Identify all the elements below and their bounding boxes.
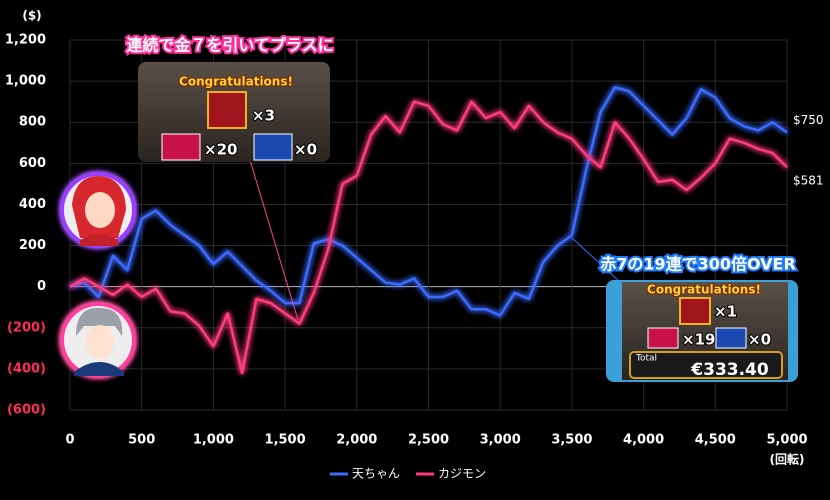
inset-multiplier: ×19 xyxy=(682,331,715,349)
y-tick-label: 0 xyxy=(37,279,46,294)
x-tick-label: 2,500 xyxy=(408,433,449,448)
series-line xyxy=(69,86,788,317)
x-tick-label: 3,000 xyxy=(480,433,521,448)
annotation-pointer xyxy=(249,159,299,321)
annotation-pointer xyxy=(571,237,621,283)
annotation: 赤7の19連で300倍OVER xyxy=(600,255,796,274)
inset-total-label: Total xyxy=(635,354,657,364)
inset-multiplier: ×3 xyxy=(252,107,275,125)
y-tick-label: (600) xyxy=(7,403,46,418)
annotation: 連続で金７を引いてプラスに xyxy=(126,36,333,55)
x-tick-label: 3,500 xyxy=(551,433,592,448)
x-tick-label: 500 xyxy=(128,433,155,448)
inset-screenshot: Congratulations! ×3 ×20 ×0 xyxy=(138,62,330,321)
inset-multiplier: ×1 xyxy=(714,303,737,321)
legend-label: 天ちゃん xyxy=(352,467,400,481)
end-label: $581 xyxy=(793,174,824,188)
y-tick-label: 600 xyxy=(19,156,46,171)
inset-multiplier: ×20 xyxy=(204,141,237,159)
x-tick-label: 1,500 xyxy=(265,433,306,448)
inset-multiplier: ×0 xyxy=(294,141,317,159)
y-tick-label: (400) xyxy=(7,361,46,376)
y-axis-label: ($) xyxy=(22,9,41,23)
inset-title: Congratulations! xyxy=(179,75,293,89)
series-line xyxy=(69,100,788,375)
inset-title: Congratulations! xyxy=(647,283,761,297)
inset-screenshot: Congratulations! ×1 ×19 ×0 Total €333.40 xyxy=(571,237,798,382)
x-tick-label: 2,000 xyxy=(336,433,377,448)
y-tick-label: 1,200 xyxy=(5,33,46,48)
end-label: $750 xyxy=(793,113,824,127)
x-tick-label: 5,000 xyxy=(766,433,807,448)
y-tick-label: 1,000 xyxy=(5,74,46,89)
x-tick-label: 1,000 xyxy=(193,433,234,448)
x-axis-label: (回転) xyxy=(770,452,805,467)
y-tick-label: 400 xyxy=(19,197,46,212)
avatar-tenchan xyxy=(60,172,136,248)
y-tick-label: 800 xyxy=(19,115,46,130)
inset-total: €333.40 xyxy=(690,360,769,380)
avatar-kajimon xyxy=(60,302,136,378)
x-tick-label: 4,500 xyxy=(695,433,736,448)
y-tick-label: 200 xyxy=(19,238,46,253)
x-tick-label: 0 xyxy=(65,433,74,448)
x-tick-label: 4,000 xyxy=(623,433,664,448)
y-tick-label: (200) xyxy=(7,320,46,335)
inset-multiplier: ×0 xyxy=(748,331,771,349)
legend-label: カジモン xyxy=(438,467,486,481)
